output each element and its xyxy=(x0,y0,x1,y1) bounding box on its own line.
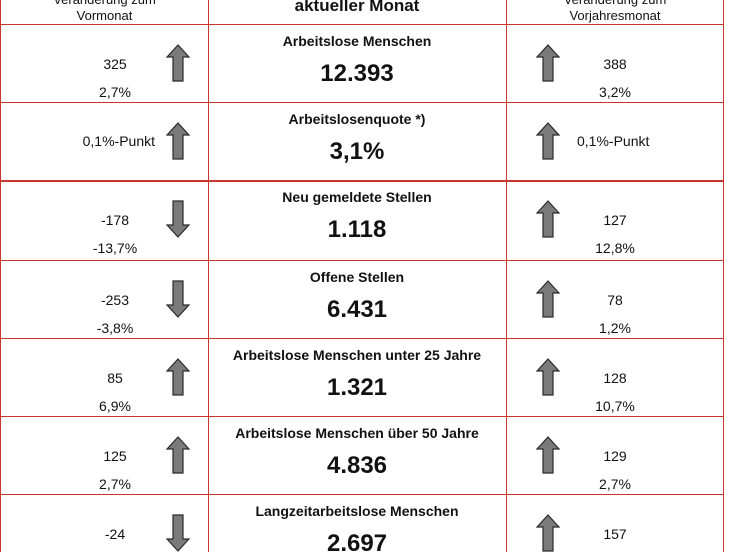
prev-month-change-abs: -253 xyxy=(100,292,130,308)
row-divider xyxy=(0,416,724,417)
trend-up-arrow-icon xyxy=(165,436,191,474)
prev-year-change-abs: 129 xyxy=(603,448,627,464)
header-prev-year-line2: Vorjahresmonat xyxy=(569,8,661,23)
prev-year-change-abs: 128 xyxy=(603,370,627,386)
trend-up-arrow-icon xyxy=(165,122,191,160)
trend-down-arrow-icon xyxy=(165,514,191,552)
trend-down-arrow-icon xyxy=(165,280,191,318)
prev-year-change-abs: 78 xyxy=(607,292,623,308)
prev-month-change-pct: 2,7% xyxy=(99,84,131,100)
prev-month-change-pct: -13,7% xyxy=(92,240,138,256)
prev-year-change-pct: 1,2% xyxy=(599,320,631,336)
indicator-title: Arbeitslosenquote *) xyxy=(288,111,426,127)
prev-year-change-pct: 12,8% xyxy=(595,240,635,256)
trend-up-arrow-icon xyxy=(535,514,561,552)
column-divider xyxy=(723,0,724,552)
indicator-title: Arbeitslose Menschen xyxy=(282,33,432,49)
row-divider xyxy=(0,494,724,495)
indicator-value: 1.321 xyxy=(326,374,388,401)
indicator-value: 4.836 xyxy=(326,452,388,479)
header-prev-month-line2: Vormonat xyxy=(76,8,133,23)
prev-month-change-abs: 125 xyxy=(103,448,127,464)
header-prev-year-line1: Veränderung zum xyxy=(507,0,723,8)
prev-month-change-pct: -3,8% xyxy=(96,320,134,336)
indicator-value: 6.431 xyxy=(326,296,388,323)
trend-up-arrow-icon xyxy=(535,44,561,82)
prev-year-change-pct: 10,7% xyxy=(595,398,635,414)
indicator-title: Arbeitslose Menschen über 50 Jahre xyxy=(235,425,479,441)
prev-month-change-abs: -178 xyxy=(100,212,130,228)
trend-up-arrow-icon xyxy=(535,122,561,160)
trend-up-arrow-icon xyxy=(535,280,561,318)
prev-year-change-pct: 2,7% xyxy=(599,476,631,492)
prev-year-change-abs: 388 xyxy=(603,56,627,72)
header-prev-month-line1: Veränderung zum xyxy=(1,0,208,8)
prev-month-change-abs: 325 xyxy=(103,56,127,72)
prev-month-change-abs: 85 xyxy=(107,370,123,386)
trend-up-arrow-icon xyxy=(535,200,561,238)
prev-year-change-pct: 3,2% xyxy=(599,84,631,100)
header-prev-month: Veränderung zum Vormonat xyxy=(1,0,208,24)
indicator-title: Offene Stellen xyxy=(309,269,405,285)
row-divider xyxy=(0,338,724,339)
indicator-value: 3,1% xyxy=(329,138,385,165)
prev-year-change-abs: 157 xyxy=(603,526,627,542)
prev-month-change-abs: -24 xyxy=(104,526,126,542)
prev-month-change-pct: 6,9% xyxy=(99,398,131,414)
header-prev-year: Veränderung zum Vorjahresmonat xyxy=(507,0,723,24)
trend-up-arrow-icon xyxy=(535,358,561,396)
prev-month-change-abs: 0,1%-Punkt xyxy=(82,133,155,149)
trend-up-arrow-icon xyxy=(165,358,191,396)
indicator-title: Neu gemeldete Stellen xyxy=(282,189,432,205)
prev-year-change-abs: 0,1%-Punkt xyxy=(577,133,650,149)
indicator-value: 2.697 xyxy=(326,530,388,557)
row-divider xyxy=(0,102,724,103)
prev-year-change-abs: 127 xyxy=(603,212,627,228)
row-divider xyxy=(0,260,724,261)
prev-month-change-pct: 2,7% xyxy=(99,476,131,492)
indicator-title: Langzeitarbeitslose Menschen xyxy=(255,503,459,519)
column-divider xyxy=(506,0,507,552)
indicator-value: 1.118 xyxy=(327,216,387,243)
indicator-title: Arbeitslose Menschen unter 25 Jahre xyxy=(232,347,482,363)
row-divider xyxy=(0,180,724,182)
column-divider xyxy=(208,0,209,552)
header-current-month: aktueller Monat xyxy=(294,0,420,15)
trend-up-arrow-icon xyxy=(535,436,561,474)
trend-up-arrow-icon xyxy=(165,44,191,82)
trend-down-arrow-icon xyxy=(165,200,191,238)
column-divider xyxy=(0,0,1,552)
indicator-value: 12.393 xyxy=(320,60,394,87)
row-divider xyxy=(0,24,724,25)
